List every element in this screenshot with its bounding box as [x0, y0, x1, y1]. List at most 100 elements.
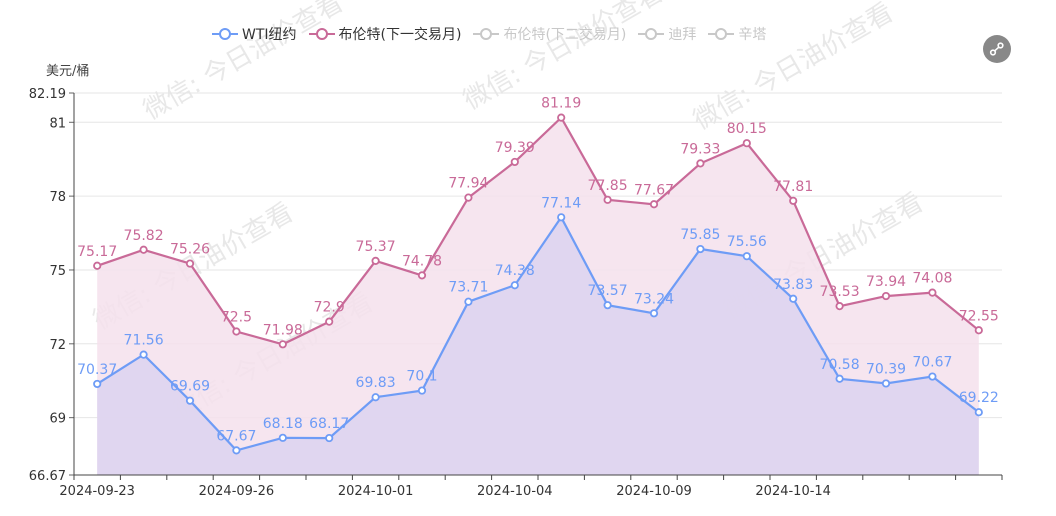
data-point[interactable]	[974, 326, 983, 335]
data-point[interactable]	[417, 271, 427, 280]
data-point[interactable]	[510, 281, 519, 290]
data-point[interactable]	[881, 379, 891, 388]
legend-marker-icon	[308, 28, 335, 40]
x-tick-label: 2024-09-26	[199, 484, 275, 499]
x-tick-label: 2024-10-14	[755, 484, 831, 499]
data-point[interactable]	[928, 372, 937, 381]
y-tick-label: 72	[49, 338, 66, 353]
legend-label: 布伦特(下二交易月)	[503, 27, 627, 43]
y-axis: 66.67 69 72 75 78 81 82.19	[29, 87, 75, 484]
data-label: 72.5	[221, 310, 252, 326]
data-label: 69.22	[959, 390, 999, 406]
legend-marker-icon	[638, 28, 665, 40]
data-point[interactable]	[232, 327, 241, 336]
data-point[interactable]	[139, 245, 148, 254]
y-axis-unit-label: 美元/桶	[46, 64, 90, 79]
legend-marker-icon	[473, 28, 500, 40]
data-label: 72.55	[959, 308, 999, 324]
data-point[interactable]	[464, 297, 473, 306]
data-label: 77.67	[634, 182, 674, 198]
data-point[interactable]	[835, 302, 844, 311]
data-label: 73.94	[866, 274, 906, 290]
data-point[interactable]	[557, 113, 566, 122]
data-point[interactable]	[371, 256, 380, 265]
data-point[interactable]	[928, 288, 937, 297]
data-point[interactable]	[835, 374, 844, 383]
data-label: 71.56	[124, 333, 164, 349]
x-tick-label: 2024-10-09	[616, 484, 692, 499]
data-label: 74.08	[912, 271, 952, 287]
legend-label: 布伦特(下一交易月)	[338, 27, 462, 43]
data-label: 71.98	[263, 322, 303, 338]
data-point[interactable]	[93, 379, 102, 389]
data-point[interactable]	[696, 159, 705, 168]
data-point[interactable]	[325, 317, 334, 326]
data-point[interactable]	[417, 386, 427, 395]
data-point[interactable]	[93, 261, 102, 270]
y-tick-label: 69	[49, 412, 66, 427]
data-label: 75.82	[124, 228, 164, 244]
data-label: 69.83	[356, 375, 396, 391]
data-point[interactable]	[603, 195, 612, 204]
x-tick-label: 2024-09-23	[59, 484, 135, 499]
legend-label: WTI纽约	[242, 27, 297, 43]
data-label: 77.14	[541, 195, 581, 211]
data-label: 80.15	[727, 121, 767, 137]
data-point[interactable]	[510, 157, 519, 167]
legend-item[interactable]: WTI纽约	[212, 24, 297, 44]
data-label: 73.24	[634, 291, 674, 307]
data-point[interactable]	[278, 433, 287, 442]
data-label: 79.39	[495, 140, 535, 156]
legend-item[interactable]: 布伦特(下一交易月)	[308, 24, 462, 44]
x-tick-label: 2024-10-04	[477, 484, 553, 499]
data-point[interactable]	[742, 139, 751, 148]
legend-item[interactable]: 迪拜	[638, 24, 696, 44]
legend-marker-icon	[212, 28, 238, 40]
data-point[interactable]	[185, 396, 195, 405]
data-label: 79.33	[680, 141, 720, 157]
data-point[interactable]	[139, 350, 148, 359]
data-label: 81.19	[541, 96, 581, 112]
legend-item[interactable]: 辛塔	[708, 24, 766, 44]
data-label: 73.57	[588, 283, 628, 299]
x-tick-label: 2024-10-01	[338, 484, 414, 499]
data-point[interactable]	[603, 301, 612, 310]
data-point[interactable]	[696, 244, 705, 254]
data-point[interactable]	[185, 259, 195, 268]
legend-label: 迪拜	[668, 27, 697, 43]
data-label: 68.17	[309, 416, 349, 432]
data-point[interactable]	[649, 309, 659, 318]
data-label: 77.94	[448, 176, 488, 192]
data-label: 74.38	[495, 263, 535, 279]
data-label: 70.37	[77, 362, 117, 378]
data-point[interactable]	[278, 340, 287, 349]
data-point[interactable]	[371, 393, 380, 402]
data-point[interactable]	[742, 252, 751, 261]
share-button[interactable]	[983, 35, 1011, 63]
data-label: 75.85	[680, 227, 720, 243]
data-label: 73.83	[773, 277, 813, 293]
data-point[interactable]	[557, 213, 566, 222]
legend-label: 辛塔	[738, 27, 767, 43]
data-points[interactable]	[93, 113, 983, 455]
y-tick-label: 78	[49, 190, 66, 205]
y-tick-label: 82.19	[29, 87, 66, 102]
data-point[interactable]	[789, 196, 798, 205]
data-point[interactable]	[325, 433, 334, 443]
legend-marker-icon	[708, 28, 735, 40]
data-point[interactable]	[464, 193, 473, 202]
legend-item[interactable]: 布伦特(下二交易月)	[473, 24, 626, 44]
x-axis: 2024-09-23 2024-09-26 2024-10-01 2024-10-04…	[59, 474, 1003, 499]
data-label: 67.67	[216, 428, 256, 444]
data-point[interactable]	[881, 291, 891, 301]
data-point[interactable]	[789, 294, 798, 303]
data-label: 72.9	[314, 300, 345, 316]
data-label: 73.71	[448, 280, 488, 296]
data-label: 73.53	[820, 284, 860, 300]
area-fill	[97, 217, 979, 476]
data-point[interactable]	[974, 408, 983, 417]
data-point[interactable]	[232, 446, 241, 455]
data-point[interactable]	[649, 200, 659, 209]
watermark-text: 微信: 今日油价查看	[689, 0, 899, 136]
